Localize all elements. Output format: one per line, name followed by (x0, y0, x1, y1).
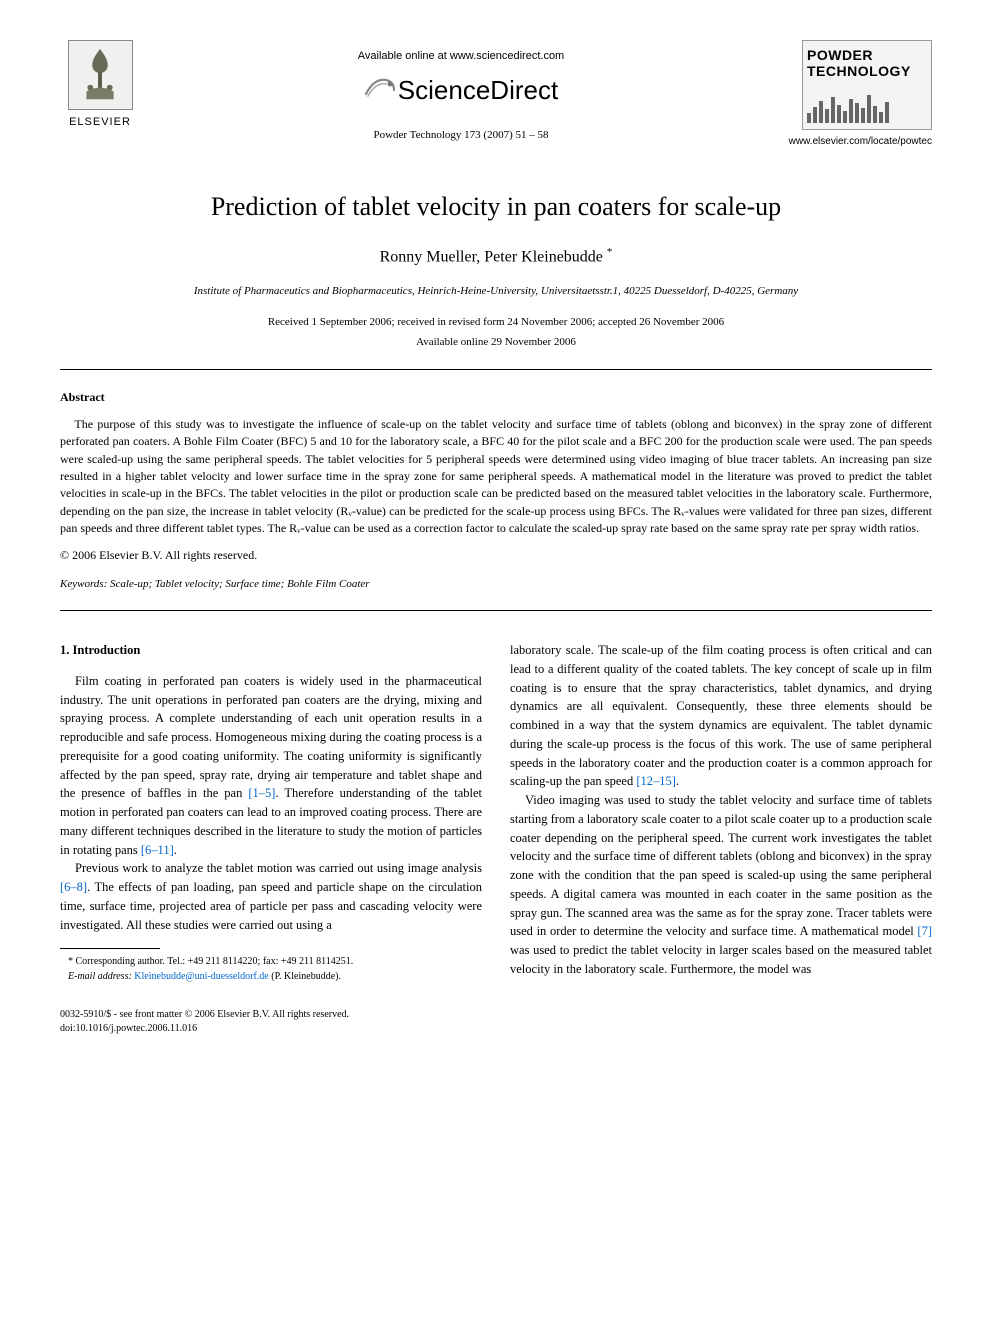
center-header: Available online at www.sciencedirect.co… (140, 40, 782, 144)
ref-link[interactable]: [12–15] (636, 774, 676, 788)
affiliation: Institute of Pharmaceutics and Biopharma… (60, 283, 932, 300)
corresponding-footnote: * Corresponding author. Tel.: +49 211 81… (60, 955, 482, 969)
intro-para-3: laboratory scale. The scale-up of the fi… (510, 641, 932, 791)
journal-logo-bars-icon (807, 93, 927, 123)
abstract-copyright: © 2006 Elsevier B.V. All rights reserved… (60, 546, 932, 564)
paper-page: ELSEVIER Available online at www.science… (0, 0, 992, 1086)
keywords-text: Scale-up; Tablet velocity; Surface time;… (107, 578, 369, 590)
section-1-heading: 1. Introduction (60, 641, 482, 660)
ref-link[interactable]: [1–5] (248, 786, 275, 800)
footnote-rule (60, 948, 160, 949)
sciencedirect-text: ScienceDirect (398, 75, 558, 105)
elsevier-tree-icon (68, 40, 133, 110)
paper-title: Prediction of tablet velocity in pan coa… (60, 187, 932, 226)
authors: Ronny Mueller, Peter Kleinebudde * (60, 244, 932, 269)
header-row: ELSEVIER Available online at www.science… (60, 40, 932, 149)
email-footnote: E-mail address: Kleinebudde@uni-duesseld… (60, 969, 482, 984)
journal-logo-text: POWDER TECHNOLOGY (807, 47, 927, 79)
sciencedirect-swoosh-icon (364, 72, 396, 111)
journal-reference: Powder Technology 173 (2007) 51 – 58 (140, 127, 782, 144)
intro-para-2: Previous work to analyze the tablet moti… (60, 859, 482, 934)
keywords-label: Keywords: (60, 578, 107, 590)
body-columns: 1. Introduction Film coating in perforat… (60, 641, 932, 984)
journal-logo-block: POWDER TECHNOLOGY www.elsevier.com/locat… (782, 40, 932, 149)
corresponding-marker: * (607, 246, 613, 258)
elsevier-logo: ELSEVIER (60, 40, 140, 131)
email-link[interactable]: Kleinebudde@uni-duesseldorf.de (134, 971, 268, 982)
ref-link[interactable]: [6–11] (141, 843, 174, 857)
footer-copyright: 0032-5910/$ - see front matter © 2006 El… (60, 1008, 932, 1022)
rule-bottom (60, 610, 932, 611)
abstract-heading: Abstract (60, 388, 932, 406)
ref-link[interactable]: [6–8] (60, 880, 87, 894)
intro-para-1: Film coating in perforated pan coaters i… (60, 672, 482, 860)
footer-block: 0032-5910/$ - see front matter © 2006 El… (60, 1008, 932, 1036)
footer-doi: doi:10.1016/j.powtec.2006.11.016 (60, 1022, 932, 1036)
keywords-line: Keywords: Scale-up; Tablet velocity; Sur… (60, 576, 932, 593)
abstract-text: The purpose of this study was to investi… (60, 416, 932, 538)
sciencedirect-logo: ScienceDirect (140, 71, 782, 112)
intro-para-4: Video imaging was used to study the tabl… (510, 791, 932, 979)
journal-url: www.elsevier.com/locate/powtec (782, 134, 932, 149)
available-online-text: Available online at www.sciencedirect.co… (140, 48, 782, 65)
journal-cover-icon: POWDER TECHNOLOGY (802, 40, 932, 130)
rule-top (60, 369, 932, 370)
ref-link[interactable]: [7] (917, 924, 932, 938)
author-names: Ronny Mueller, Peter Kleinebudde (380, 248, 603, 265)
received-dates: Received 1 September 2006; received in r… (60, 314, 932, 331)
elsevier-label: ELSEVIER (60, 114, 140, 131)
available-date: Available online 29 November 2006 (60, 334, 932, 351)
